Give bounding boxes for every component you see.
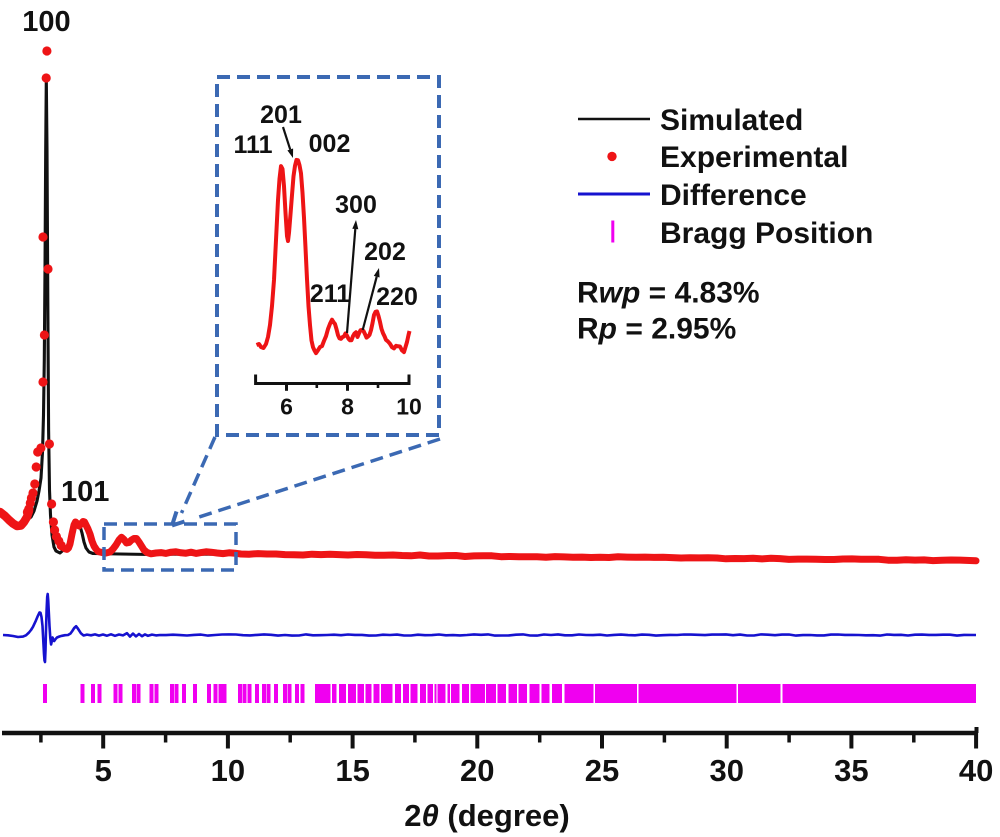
- svg-text:111: 111: [234, 131, 273, 159]
- svg-text:201: 201: [260, 101, 302, 129]
- svg-text:15: 15: [335, 753, 369, 788]
- svg-text:101: 101: [61, 476, 109, 508]
- svg-text:5: 5: [95, 753, 112, 788]
- svg-text:35: 35: [834, 753, 868, 788]
- svg-text:20: 20: [460, 753, 494, 788]
- svg-text:100: 100: [22, 6, 70, 38]
- svg-text:10: 10: [396, 394, 422, 420]
- svg-text:300: 300: [335, 191, 377, 219]
- svg-text:211: 211: [310, 280, 350, 308]
- svg-text:220: 220: [376, 283, 418, 311]
- svg-text:202: 202: [364, 238, 406, 266]
- svg-text:40: 40: [959, 753, 993, 788]
- svg-text:2θ (degree): 2θ (degree): [404, 798, 569, 833]
- svg-text:6: 6: [280, 394, 293, 420]
- svg-text:Experimental: Experimental: [660, 141, 848, 174]
- svg-text:10: 10: [211, 753, 245, 788]
- svg-text:Difference: Difference: [660, 179, 807, 212]
- svg-text:Bragg Position: Bragg Position: [660, 217, 873, 250]
- svg-text:Rp = 2.95%: Rp = 2.95%: [577, 313, 736, 346]
- svg-text:30: 30: [709, 753, 743, 788]
- svg-text:Simulated: Simulated: [660, 104, 803, 137]
- svg-text:8: 8: [341, 394, 354, 420]
- svg-text:25: 25: [585, 753, 619, 788]
- svg-text:Rwp = 4.83%: Rwp = 4.83%: [577, 277, 760, 310]
- svg-text:002: 002: [309, 130, 351, 158]
